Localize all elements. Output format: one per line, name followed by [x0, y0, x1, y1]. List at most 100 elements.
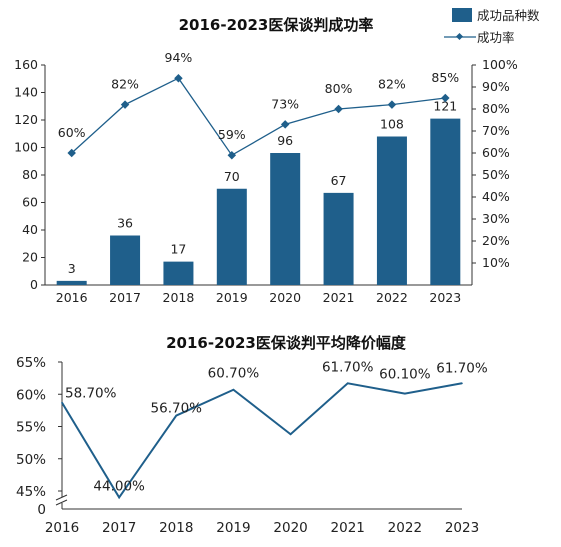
- chart2-data-label: 61.70%: [436, 360, 488, 376]
- chart2-point: [118, 496, 120, 499]
- chart1-rate-label: 60%: [58, 125, 86, 140]
- chart1-bar-label: 17: [170, 242, 186, 257]
- chart2-x-axis: 2016 2017 2018 2019 2020 2021 2022 2023: [45, 508, 479, 536]
- chart1-rate-label: 94%: [165, 50, 193, 65]
- chart1-rate-point: [280, 120, 290, 129]
- chart1-right-tick-label: 70%: [482, 123, 510, 138]
- chart1-left-tick-label: 120: [14, 112, 38, 127]
- chart2-x-tick-label: 2017: [102, 520, 136, 536]
- chart2-point: [404, 392, 406, 395]
- axis-break-stroke: [55, 499, 68, 506]
- chart2-point: [232, 388, 235, 391]
- chart1-right-tick-label: 20%: [482, 233, 510, 248]
- chart1-bar: [323, 192, 354, 285]
- chart1-bar-label: 121: [433, 99, 457, 114]
- chart1-right-axis: 10% 20% 30% 40% 50% 60% 70% 80% 90% 100%: [471, 57, 518, 285]
- chart1-x-tick-label: 2016: [56, 290, 88, 305]
- chart2-y-tick-label: 60%: [16, 387, 46, 403]
- chart2-data-label: 56.70%: [151, 401, 203, 417]
- chart1-rate-line: [67, 73, 450, 160]
- chart1-rate-label: 85%: [431, 70, 459, 85]
- chart1-legend: 成功品种数 成功率: [444, 8, 540, 45]
- chart1-left-tick-label: 20: [22, 250, 38, 265]
- chart1-x-tick-label: 2019: [216, 290, 248, 305]
- chart1-rate-point: [441, 93, 450, 103]
- chart1-bar: [163, 261, 194, 285]
- chart1-bar-label: 70: [224, 169, 240, 184]
- chart1-bar: [376, 136, 407, 285]
- chart2-point: [461, 382, 463, 385]
- chart1-rate-label: 82%: [378, 77, 406, 92]
- chart2-y-zero-label: 0: [37, 502, 46, 518]
- chart1-x-tick-label: 2021: [323, 290, 355, 305]
- chart1-rate-point: [227, 150, 237, 160]
- chart1-left-tick-label: 160: [14, 57, 38, 72]
- chart2-y-tick-label: 50%: [16, 452, 46, 468]
- legend-bar-label: 成功品种数: [477, 8, 540, 23]
- chart1-bar: [430, 118, 461, 285]
- chart1-title: 2016-2023医保谈判成功率: [179, 16, 374, 34]
- chart2-point: [61, 401, 63, 404]
- axis-break-stroke: [55, 494, 68, 501]
- chart1-x-tick-label: 2022: [376, 290, 408, 305]
- chart2-x-tick-label: 2019: [216, 520, 250, 536]
- chart2-data-label: 60.70%: [208, 366, 260, 382]
- chart1-rate-point: [334, 104, 343, 114]
- chart2-y-tick-label: 55%: [16, 420, 46, 436]
- chart2-y-axis: 65% 60% 55% 50% 45% 0: [16, 355, 68, 518]
- chart2-x-tick-label: 2023: [445, 520, 479, 536]
- chart2-title: 2016-2023医保谈判平均降价幅度: [166, 334, 407, 352]
- chart2-data-label: 60.10%: [379, 367, 431, 383]
- chart1-rate-label: 80%: [325, 81, 353, 96]
- legend-line-marker: [455, 32, 464, 41]
- chart2-line: [61, 382, 463, 500]
- chart1-right-tick-label: 90%: [482, 79, 510, 94]
- chart2-x-tick-label: 2021: [331, 520, 365, 536]
- chart1-right-tick-label: 10%: [482, 255, 510, 270]
- chart1-x-tick-label: 2017: [109, 290, 141, 305]
- chart1-right-tick-label: 50%: [482, 167, 510, 182]
- chart1-left-tick-label: 40: [22, 222, 38, 237]
- chart1-left-axis: 0 20 40 60 80 100 120 140 160: [14, 57, 46, 292]
- chart1-rate-label: 59%: [218, 127, 246, 142]
- chart2-data-label: 44.00%: [93, 478, 145, 494]
- chart1-rate-label: 82%: [111, 77, 139, 92]
- chart1-x-tick-label: 2018: [163, 290, 195, 305]
- chart1-left-tick-label: 60: [22, 195, 38, 210]
- chart1-bar: [216, 188, 247, 285]
- chart2-point: [289, 433, 292, 436]
- chart1-left-tick-label: 140: [14, 85, 38, 100]
- chart1-rate-point: [387, 100, 397, 109]
- chart1-bar-label: 3: [68, 261, 76, 276]
- chart2-axis-break: [55, 494, 68, 506]
- chart2-x-tick-label: 2018: [159, 520, 193, 536]
- chart1-right-tick-label: 40%: [482, 189, 510, 204]
- chart1-bar-label: 36: [117, 216, 133, 231]
- chart1-x-axis: 2016 2017 2018 2019 2020 2021 2022 2023: [45, 284, 472, 305]
- chart1-bar-labels: 3 36 17 70 96 67 108 121: [68, 99, 458, 276]
- chart1-bar-label: 67: [331, 173, 347, 188]
- chart1-right-tick-label: 30%: [482, 211, 510, 226]
- price-cut-chart: 2016-2023医保谈判平均降价幅度 65% 60% 55% 50% 45% 0 201…: [16, 334, 488, 536]
- chart1-right-tick-label: 60%: [482, 145, 510, 160]
- chart1-x-tick-label: 2020: [269, 290, 301, 305]
- chart2-point: [346, 382, 349, 385]
- chart2-x-tick-label: 2016: [45, 520, 79, 536]
- chart1-right-tick-label: 80%: [482, 101, 510, 116]
- chart2-data-label: 58.70%: [65, 386, 117, 402]
- chart1-left-tick-label: 0: [30, 277, 38, 292]
- chart1-rate-point: [120, 100, 130, 109]
- success-rate-chart: 2016-2023医保谈判成功率 成功品种数 成功率 0 20 40 60 80 100 1…: [14, 8, 540, 305]
- chart1-rate-point: [67, 148, 76, 158]
- chart2-data-labels: 58.70% 44.00% 56.70% 60.70% 61.70% 60.10% 61.7…: [65, 359, 488, 494]
- chart2-y-tick-label: 45%: [16, 484, 46, 500]
- chart1-rate-labels: 60% 82% 94% 59% 73% 80% 82% 85%: [58, 50, 460, 142]
- chart1-rate-label: 73%: [271, 96, 299, 111]
- chart1-x-tick-label: 2023: [429, 290, 461, 305]
- chart1-left-tick-label: 80: [22, 167, 38, 182]
- axis-break-gap: [56, 497, 68, 503]
- chart1-bar-label: 96: [277, 133, 293, 148]
- chart1-bar: [270, 153, 301, 285]
- legend-bar-swatch: [452, 8, 472, 22]
